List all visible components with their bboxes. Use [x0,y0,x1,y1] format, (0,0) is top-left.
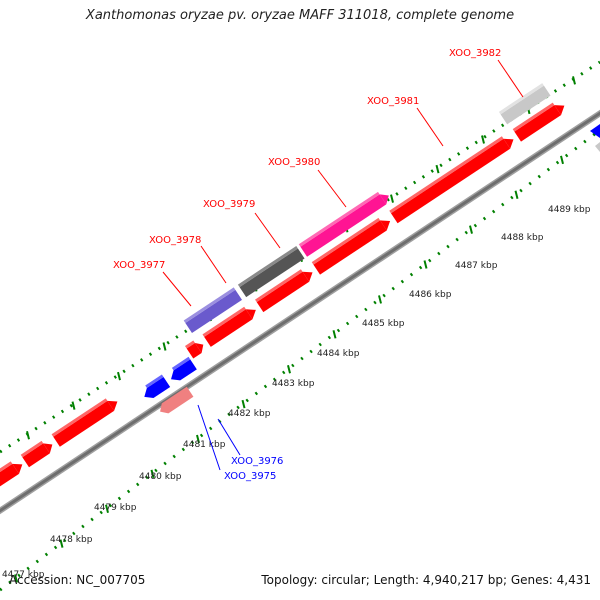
feature-xoo-3980[interactable] [298,188,392,257]
inner-major-tick [150,469,155,479]
feature-xoo-3982[interactable] [498,83,551,125]
tick-label: 4489 kbp [548,205,591,215]
gene-forward[interactable] [311,214,394,275]
outer-major-tick [26,431,30,440]
tick-label: 4477 kbp [2,570,45,580]
feature-xoo-3979[interactable] [237,245,305,298]
gene-label-xoo-3975: XOO_3975 [224,471,276,482]
gene-forward[interactable] [0,457,26,496]
gene-label-xoo-3981: XOO_3981 [367,96,419,107]
inner-major-tick [105,504,109,513]
gene-forward-xoo-3981[interactable] [389,132,517,224]
tick-label: 4483 kbp [272,379,315,389]
inner-major-tick [196,434,200,444]
inner-major-tick [332,330,337,339]
gene-label-xoo-3982: XOO_3982 [449,48,501,59]
tick-label: 4480 kbp [139,472,182,482]
inner-dotted-scale [0,128,600,592]
outer-major-tick [162,342,167,351]
tick-label: 4485 kbp [362,319,405,329]
gene-label-xoo-3978: XOO_3978 [149,235,201,246]
scale-labels: 4477 kbp 4478 kbp 4479 kbp 4480 kbp 4481… [2,205,591,580]
outer-major-tick [572,76,576,85]
forward-lane [0,83,568,496]
tick-label: 4482 kbp [228,409,271,419]
tick-label: 4484 kbp [317,349,360,359]
gene-forward[interactable] [20,437,56,468]
outer-major-tick [117,371,121,381]
tick-label: 4486 kbp [409,290,452,300]
gene-forward[interactable] [255,265,316,313]
inner-major-tick [469,225,473,234]
label-leaders [162,59,524,471]
outer-major-tick [481,135,485,144]
gene-labels: XOO_3977 XOO_3978 XOO_3979 XOO_3980 XOO_… [113,48,501,482]
inner-major-tick [14,574,18,583]
tick-label: 4479 kbp [94,503,137,513]
outer-major-tick [390,194,394,203]
outer-major-tick [71,401,76,410]
feature-xoo-3978[interactable] [183,287,243,333]
tick-label: 4481 kbp [183,440,226,450]
tick-label: 4478 kbp [50,535,93,545]
gene-label-xoo-3977: XOO_3977 [113,260,165,271]
blue-feature-edge [590,124,600,152]
genome-summary-text: Topology: circular; Length: 4,940,217 bp… [261,573,591,587]
gene-label-xoo-3980: XOO_3980 [268,157,320,168]
gene-label-xoo-3979: XOO_3979 [203,199,255,210]
outer-major-tick [435,164,440,174]
inner-major-tick [378,295,382,304]
gene-forward[interactable] [51,394,121,447]
genome-backbone [0,109,600,515]
gene-reverse-xoo-3976[interactable] [166,356,197,384]
inner-major-tick [514,190,519,200]
gene-reverse-xoo-3975b[interactable] [139,374,171,401]
tick-label: 4488 kbp [501,233,544,243]
inner-major-tick [423,260,428,269]
inner-major-tick [560,155,564,165]
inner-major-tick [241,399,246,409]
gene-label-xoo-3976: XOO_3976 [231,456,283,467]
gene-forward[interactable] [202,302,260,347]
inner-major-tick [287,364,291,374]
gene-forward[interactable] [512,98,568,142]
inner-major-tick [59,539,64,548]
tick-label: 4487 kbp [455,261,498,271]
gene-reverse-xoo-3975[interactable] [157,386,194,417]
gene-forward-xoo-3977[interactable] [184,337,207,359]
accession-text: Accession: NC_007705 [9,573,146,587]
genome-title: Xanthomonas oryzae pv. oryzae MAFF 31101… [85,8,515,23]
